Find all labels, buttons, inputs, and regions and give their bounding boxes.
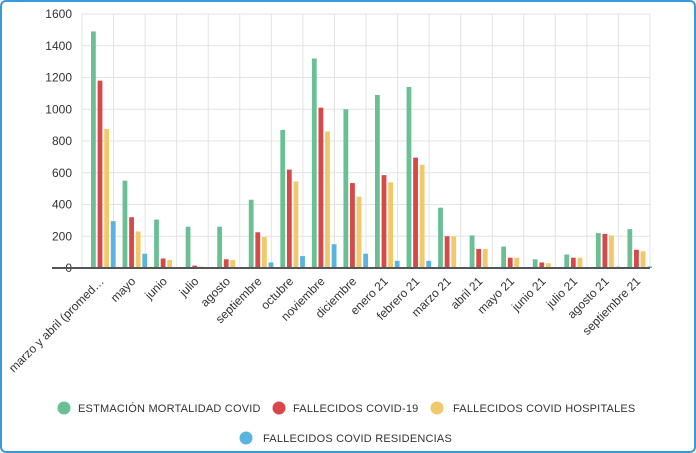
bar-4-7 <box>300 256 305 268</box>
bar-4-2 <box>142 253 148 268</box>
bar-4-9 <box>363 253 369 268</box>
bar-2-9 <box>350 183 355 268</box>
bar-3-6 <box>261 237 267 268</box>
bar-4-8 <box>331 244 337 268</box>
bar-2-16 <box>570 257 576 268</box>
bar-3-2 <box>135 231 141 268</box>
bar-1-2 <box>122 180 128 268</box>
legend-marker <box>239 431 253 445</box>
bar-1-11 <box>406 87 412 268</box>
x-axis: marzo y abril (promed… mayo junio julioagos… <box>6 267 650 375</box>
y-tick-label: 400 <box>52 198 72 212</box>
bar-1-14 <box>501 246 507 268</box>
y-tick-label: 600 <box>52 166 72 180</box>
legend-marker <box>272 401 286 415</box>
gridlines <box>81 13 651 268</box>
bar-4-1 <box>110 221 116 268</box>
bar-2-13 <box>476 248 482 268</box>
legend-marker <box>430 401 444 415</box>
y-tick-label: 1400 <box>45 39 72 53</box>
bar-3-13 <box>482 248 488 268</box>
bar-2-2 <box>129 217 134 268</box>
bar-2-4 <box>192 265 198 268</box>
y-tick-label: 200 <box>52 229 72 243</box>
bar-2-11 <box>413 157 418 268</box>
bar-2-15 <box>539 262 545 268</box>
bar-1-6 <box>248 199 254 268</box>
bar-3-16 <box>577 257 583 268</box>
legend-label: FALLECIDOS COVID-19 <box>293 403 418 415</box>
bar-1-4 <box>185 226 191 268</box>
bar-2-3 <box>160 258 166 268</box>
bar-2-10 <box>381 175 387 268</box>
bar-1-9 <box>343 109 349 268</box>
bar-1-5 <box>217 226 223 268</box>
bar-3-5 <box>230 260 236 268</box>
bar-3-9 <box>356 196 362 268</box>
bar-2-17 <box>602 233 608 268</box>
bars <box>91 31 653 269</box>
bar-3-14 <box>514 257 520 268</box>
bar-1-13 <box>469 235 475 268</box>
x-tick-label: junio 21 <box>508 274 549 315</box>
legend-label: FALLECIDOS COVID RESIDENCIAS <box>263 433 452 445</box>
legend-label: ESTMACIÓN MORTALIDAD COVID <box>78 402 261 415</box>
bar-1-3 <box>154 219 159 268</box>
bar-4-6 <box>268 262 274 268</box>
bar-3-12 <box>451 236 457 268</box>
bar-2-12 <box>444 236 450 268</box>
bar-4-10 <box>394 260 400 268</box>
y-axis: 16001400120010008006004002000 <box>45 7 72 275</box>
legend: ESTMACIÓN MORTALIDAD COVID FALLECIDOS COV… <box>57 401 635 445</box>
bar-3-7 <box>293 181 299 268</box>
bar-1-1 <box>91 31 96 269</box>
bar-2-5 <box>223 259 229 268</box>
bar-1-17 <box>595 233 601 268</box>
bar-3-1 <box>104 129 109 268</box>
bar-2-7 <box>286 169 292 268</box>
bar-3-15 <box>545 263 551 268</box>
bar-3-17 <box>609 235 614 268</box>
x-tick-label: junio <box>141 274 170 303</box>
bar-1-16 <box>564 254 570 268</box>
x-tick-label: julio <box>176 274 202 300</box>
bar-3-11 <box>419 164 425 268</box>
bar-3-3 <box>167 260 173 268</box>
bar-2-6 <box>255 232 261 268</box>
x-tick-label: mayo <box>108 274 139 305</box>
bar-1-12 <box>438 207 443 268</box>
bar-1-8 <box>311 58 317 269</box>
legend-label: FALLECIDOS COVID HOSPITALES <box>453 403 635 415</box>
bar-3-18 <box>640 251 646 268</box>
y-tick-label: 1200 <box>45 71 72 85</box>
legend-marker <box>57 401 71 415</box>
bar-3-10 <box>388 182 393 268</box>
x-tick-label: marzo y abril (promed… <box>6 274 107 375</box>
bar-1-18 <box>627 229 633 268</box>
bar-4-11 <box>426 260 432 268</box>
y-tick-label: 800 <box>52 134 72 148</box>
bar-1-10 <box>375 94 380 269</box>
bar-2-14 <box>507 257 513 268</box>
bar-1-15 <box>532 259 538 268</box>
bar-2-18 <box>634 249 639 268</box>
bar-2-1 <box>97 80 103 268</box>
bar-3-8 <box>325 131 330 268</box>
bar-2-8 <box>318 107 324 268</box>
y-tick-label: 1000 <box>45 102 72 116</box>
y-tick-label: 1600 <box>45 7 72 21</box>
bar-1-7 <box>280 129 286 268</box>
